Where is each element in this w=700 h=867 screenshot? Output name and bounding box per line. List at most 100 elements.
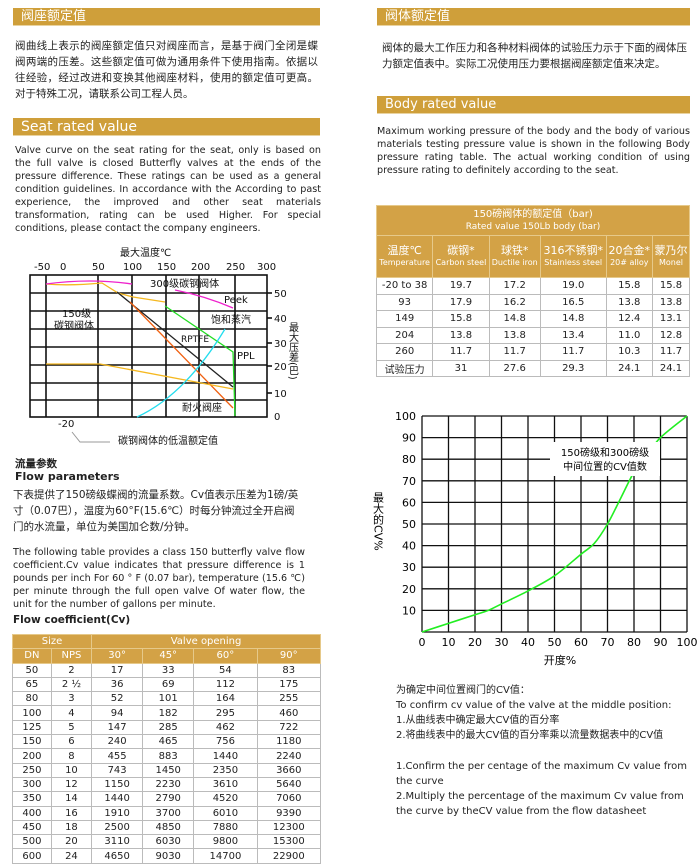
label-150-b: 碳钢阀体 <box>54 319 94 332</box>
table-cell: 295 <box>193 705 258 721</box>
table-row: 500 20 3110 6030 9800 15300 <box>12 834 322 850</box>
table-cell: 6010 <box>193 805 258 821</box>
x-axis-label: 开度% <box>544 653 576 667</box>
header-cn: 碳钢* <box>447 244 475 257</box>
table-cell: 300 <box>12 776 52 793</box>
header-en: Stainless steel <box>544 258 603 267</box>
table-row: 50 2 17 33 54 83 <box>12 662 322 678</box>
table-cell: 31 <box>432 359 490 377</box>
table-cell: 13.8 <box>651 293 691 311</box>
table-cell: 10.3 <box>605 343 653 361</box>
x-tick-label: 80 <box>627 636 641 649</box>
table-cell: 94 <box>91 705 144 721</box>
table-cell: 试验压力 <box>375 359 434 377</box>
table-cell: 13.8 <box>605 293 653 311</box>
top-tick: 100 <box>123 262 142 273</box>
right-axis-title: 最大压差(巴) <box>287 322 299 380</box>
table-cell: 24 <box>50 848 93 864</box>
table-cell: 101 <box>142 691 195 707</box>
y-tick-label: 100 <box>395 410 416 423</box>
table-cell: 19.7 <box>432 277 490 295</box>
table-cell: 10 <box>50 762 93 778</box>
table-row: 100 4 94 182 295 460 <box>12 705 322 721</box>
table-cell: 5 <box>50 719 93 736</box>
table-cell: 149 <box>375 310 434 328</box>
cv-table: Size Valve opening DN NPS 30° 45° 60° 90° 50 2 1… <box>11 633 322 864</box>
table-cell: 2 ½ <box>50 676 93 693</box>
header-valve-opening: Valve opening <box>91 633 321 650</box>
table-cell: 1150 <box>91 776 144 793</box>
seat-chart-grid <box>29 274 272 418</box>
table-cell: 250 <box>12 762 52 778</box>
table-cell: 16 <box>50 805 93 821</box>
table-cell: 83 <box>256 662 322 678</box>
table-cell: 14.8 <box>539 310 607 328</box>
table-cell: -20 to 38 <box>375 277 434 295</box>
cv-col-header: NPS <box>50 648 93 664</box>
x-tick-label: 30 <box>495 636 509 649</box>
x-tick-label: 70 <box>601 636 615 649</box>
steps-block: 为确定中间位置阀门的CV值： To confirm cv value of th… <box>396 683 696 819</box>
table-cell: 255 <box>256 691 322 707</box>
y-tick-label: 80 <box>402 453 416 466</box>
header-size: Size <box>11 633 93 650</box>
right-tick: 30 <box>274 339 287 350</box>
annotation-line2: 中间位置的CV值数 <box>563 460 647 473</box>
header-en: Carbon steel <box>435 258 487 267</box>
table-row: 450 18 2500 4850 7880 12300 <box>12 819 322 836</box>
table-cell: 2500 <box>91 819 144 836</box>
steps-en-2: 2.Multiply the percentage of the maximum… <box>396 791 684 817</box>
flow-text-en: The following table provides a class 150… <box>13 547 305 610</box>
table-row: 150 6 240 465 756 1180 <box>12 734 322 750</box>
table-cell: 240 <box>91 734 144 750</box>
label-fire-safe: 耐火阀座 <box>182 401 222 414</box>
label-ppl: PPL <box>237 351 255 362</box>
table-cell: 33 <box>142 662 195 678</box>
y-tick-label: 10 <box>402 604 416 617</box>
table-cell: 1440 <box>91 791 144 807</box>
table-cell: 93 <box>375 293 434 311</box>
table-cell: 24.1 <box>605 359 653 377</box>
table-cell: 204 <box>375 326 434 344</box>
table-row: 300 12 1150 2230 3610 5640 <box>12 776 322 793</box>
x-tick-label: 0 <box>419 636 426 649</box>
table-cell: 11.7 <box>432 343 490 361</box>
table-cell: 4850 <box>142 819 195 836</box>
table-cell: 2230 <box>142 776 195 793</box>
right-tick: 0 <box>274 412 280 423</box>
steps-cn-title: 为确定中间位置阀门的CV值： <box>396 685 530 696</box>
header-en: Temperature <box>379 258 430 267</box>
right-tick: 20 <box>274 362 287 373</box>
header-cn: 蒙乃尔 <box>654 244 688 257</box>
top-tick: 250 <box>226 262 245 273</box>
annotation-line1: 150磅级和300磅级 <box>561 446 649 459</box>
top-tick: 0 <box>60 262 66 273</box>
table-cell: 5640 <box>256 776 322 793</box>
table-row: 600 24 4650 9030 14700 22900 <box>12 848 322 864</box>
table-cell: 722 <box>256 719 322 736</box>
table-cell: 17 <box>91 662 144 678</box>
curve-peek <box>174 289 234 309</box>
table-cell: 11.7 <box>539 343 607 361</box>
top-tick: 300 <box>257 262 276 273</box>
table-cell: 9030 <box>142 848 195 864</box>
x-tick-label: 90 <box>654 636 668 649</box>
section-header-seat-en: Seat rated value <box>13 118 320 136</box>
cv-col-header: 30° <box>91 648 144 664</box>
table-cell: 1440 <box>193 748 258 764</box>
table-row: -20 to 38 19.7 17.2 19.0 15.8 15.8 <box>375 277 691 295</box>
flow-title-en: Flow parameters <box>15 470 120 483</box>
steps-cn-1: 1.从曲线表中确定最大CV值的百分率 <box>396 715 560 726</box>
annotation-bg <box>550 442 660 476</box>
table-cell: 9390 <box>256 805 322 821</box>
label-150-a: 150级 <box>62 308 91 320</box>
table-cell: 147 <box>91 719 144 736</box>
table-row: 125 5 147 285 462 722 <box>12 719 322 736</box>
table-cell: 112 <box>193 676 258 693</box>
table-cell: 756 <box>193 734 258 750</box>
table-cell: 7880 <box>193 819 258 836</box>
table-cell: 54 <box>193 662 258 678</box>
table-cell: 24.1 <box>651 359 691 377</box>
top-tick: -50 <box>34 262 50 273</box>
curve-steam <box>136 328 226 418</box>
